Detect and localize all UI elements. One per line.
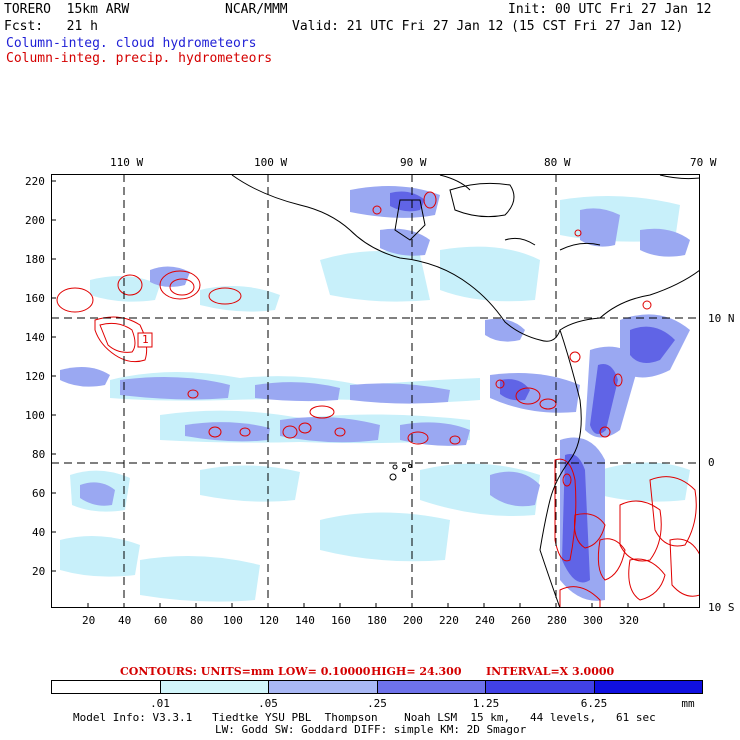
org-label: NCAR/MMM <box>225 2 288 17</box>
x-tick-label: 80 <box>190 614 204 627</box>
y-tick-label: 100 <box>25 409 45 422</box>
x-tick-label: 60 <box>154 614 168 627</box>
x-tick-label: 160 <box>331 614 351 627</box>
colorbar <box>51 680 703 694</box>
x-tick-label: 300 <box>583 614 603 627</box>
contour-label-box <box>137 332 153 348</box>
lat-label: 10 S <box>708 601 735 614</box>
x-tick-label: 20 <box>82 614 96 627</box>
lon-label: 70 W <box>690 156 717 169</box>
x-tick-label: 240 <box>475 614 495 627</box>
y-tick-label: 180 <box>25 253 45 266</box>
model-physics: LW: Godd SW: Goddard DIFF: simple KM: 2D… <box>215 723 527 736</box>
lon-label: 90 W <box>400 156 427 169</box>
x-tick-label: 180 <box>367 614 387 627</box>
x-tick-label: 40 <box>118 614 132 627</box>
colorbar-swatch <box>594 681 702 693</box>
colorbar-swatch <box>52 681 161 693</box>
forecast-hour: Fcst: 21 h <box>4 19 98 34</box>
contour-interval: INTERVAL=X 3.0000 <box>486 665 615 678</box>
x-tick-label: 280 <box>547 614 567 627</box>
colorbar-label: 6.25 <box>580 697 608 710</box>
y-tick-label: 120 <box>25 370 45 383</box>
cloud-dark-areas <box>390 191 675 583</box>
colorbar-label: .25 <box>367 697 387 710</box>
lon-label: 110 W <box>110 156 144 169</box>
colorbar-label: 1.25 <box>472 697 500 710</box>
colorbar-swatch <box>160 681 269 693</box>
model-title: TORERO 15km ARW <box>4 2 130 17</box>
cloud-field-title: Column-integ. cloud hydrometeors <box>6 36 257 51</box>
x-tick-label: 140 <box>295 614 315 627</box>
y-tick-label: 220 <box>25 175 45 188</box>
precip-field-title: Column-integ. precip. hydrometeors <box>6 51 273 66</box>
y-tick-label: 140 <box>25 331 45 344</box>
x-tick-label: 120 <box>259 614 279 627</box>
colorbar-swatch <box>377 681 486 693</box>
colorbar-swatch <box>269 681 378 693</box>
contour-high: HIGH= 24.300 <box>371 665 462 678</box>
x-tick-label: 260 <box>511 614 531 627</box>
x-tick-label: 320 <box>619 614 639 627</box>
colorbar-swatch <box>486 681 595 693</box>
x-tick-label: 100 <box>223 614 243 627</box>
x-tick-label: 220 <box>439 614 459 627</box>
y-tick-label: 40 <box>32 526 46 539</box>
init-time: Init: 00 UTC Fri 27 Jan 12 <box>508 2 712 17</box>
valid-time: Valid: 21 UTC Fri 27 Jan 12 (15 CST Fri … <box>292 19 684 34</box>
cloud-light-areas <box>60 196 690 602</box>
y-tick-label: 160 <box>25 292 45 305</box>
lon-label: 100 W <box>254 156 288 169</box>
colorbar-unit: mm <box>681 697 695 710</box>
y-tick-label: 60 <box>32 487 46 500</box>
precip-contours <box>56 191 700 608</box>
contour-units: CONTOURS: UNITS=mm LOW= 0.10000 <box>120 665 371 678</box>
lat-label: 0 <box>708 456 715 469</box>
y-tick-label: 200 <box>25 214 45 227</box>
lon-label: 80 W <box>544 156 571 169</box>
map-frame <box>51 174 700 608</box>
x-tick-label: 200 <box>403 614 423 627</box>
colorbar-label: .05 <box>258 697 278 710</box>
lat-label: 10 N <box>708 312 735 325</box>
contour-label: 1 <box>142 333 149 346</box>
lat-lon-grid <box>51 174 700 608</box>
colorbar-label: .01 <box>150 697 170 710</box>
y-tick-label: 80 <box>32 448 46 461</box>
y-tick-label: 20 <box>32 565 46 578</box>
model-info: Model Info: V3.3.1 Tiedtke YSU PBL Thomp… <box>73 711 656 724</box>
